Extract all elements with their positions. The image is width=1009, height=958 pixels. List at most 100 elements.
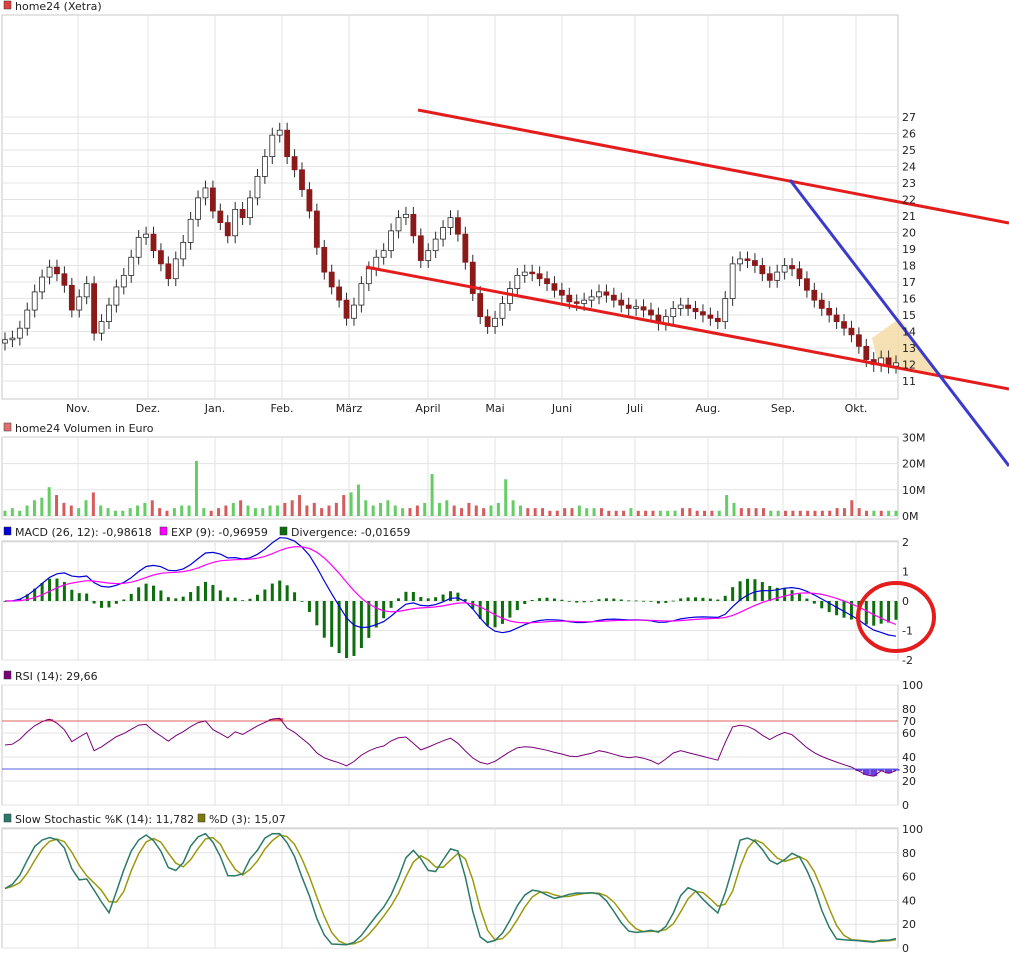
divergence-bar (523, 601, 527, 604)
stoch-tick-label: 40 (902, 894, 916, 907)
divergence-bar (40, 582, 44, 601)
month-label: April (415, 402, 440, 415)
divergence-bar (649, 601, 653, 602)
volume-bar (658, 510, 662, 516)
rsi-oversold-fill (862, 769, 870, 775)
volume-bar (577, 505, 581, 516)
volume-bar (3, 510, 7, 516)
volume-bar (349, 492, 353, 516)
candle-body (217, 210, 224, 224)
volume-bar (342, 495, 346, 516)
divergence-bar (746, 578, 749, 601)
stoch-tick-label: 100 (902, 823, 923, 836)
price-tick-label: 27 (902, 111, 916, 124)
divergence-bar (812, 601, 816, 604)
candle-body (789, 265, 795, 270)
candle-body (514, 274, 521, 289)
candle-body (610, 294, 617, 301)
volume-tick-label: 0M (902, 510, 919, 523)
volume-bar (592, 508, 596, 516)
candle-body (752, 260, 758, 266)
candle-body (462, 233, 469, 263)
volume-bar (334, 502, 338, 516)
rsi-tick-label: 40 (902, 751, 916, 764)
volume-bar (158, 508, 162, 516)
candle-body (113, 286, 120, 306)
divergence-bar (203, 581, 207, 601)
volume-bar (415, 505, 419, 516)
divergence-bar (500, 601, 504, 624)
volume-bar (673, 510, 677, 516)
divergence-bar (419, 596, 423, 601)
volume-bar (703, 510, 707, 516)
candle-body (224, 222, 231, 237)
candle-body (373, 256, 380, 270)
price-tick-label: 26 (902, 128, 916, 141)
candle-body (306, 189, 313, 212)
stoch-k-line (4, 832, 897, 946)
macd-legend: MACD (26, 12): -0,98618 (15, 526, 152, 539)
divergence-bar (270, 583, 274, 601)
volume-bar (217, 508, 221, 516)
candle-body (677, 304, 684, 309)
month-label: Dez. (136, 402, 161, 415)
candle-body (239, 208, 246, 219)
candle-body (774, 271, 781, 281)
divergence-bar (545, 597, 549, 601)
downtrend-line (788, 179, 1009, 467)
divergence-bar (345, 601, 349, 659)
candle-body (618, 299, 625, 306)
candle-body (492, 317, 498, 327)
stoch-d-legend-swatch (197, 813, 206, 823)
volume-bar (408, 508, 412, 516)
divergence-bar (211, 584, 215, 601)
rsi-oversold-fill (870, 769, 878, 777)
divergence-bar (753, 579, 757, 601)
price-tick-label: 25 (902, 144, 916, 157)
candle-body (893, 362, 899, 367)
divergence-bar (114, 601, 118, 604)
volume-bar (47, 487, 51, 516)
candle-body (744, 258, 751, 261)
volume-bar (769, 510, 773, 516)
candle-body (648, 309, 654, 316)
volume-bar (165, 510, 169, 516)
divergence-bar (486, 601, 490, 626)
candle-body (365, 268, 372, 285)
candle-body (328, 271, 335, 288)
candle-body (804, 278, 810, 291)
divergence-bar (285, 585, 289, 601)
divergence-bar (716, 599, 720, 601)
rsi-panel-frame (1, 684, 899, 806)
volume-bar (290, 500, 294, 516)
candle-body (581, 299, 588, 304)
candle-body (781, 265, 788, 273)
divergence-bar (397, 598, 401, 601)
volume-bar (695, 510, 699, 516)
volume-tick-label: 30M (902, 431, 926, 444)
candle-body (313, 210, 320, 248)
divergence-bar (567, 601, 571, 602)
price-tick-label: 19 (902, 243, 916, 256)
candle-body (625, 304, 632, 309)
candle-body (68, 284, 75, 311)
divergence-bar (48, 578, 52, 601)
axis-labels: Nov. Dez. Jan. Feb. März April Mai Juni Juli Aug.… (66, 111, 926, 955)
divergence-bar (166, 597, 170, 601)
volume-bar (379, 502, 383, 516)
divergence-bar (137, 587, 141, 601)
month-label: März (336, 402, 363, 415)
divergence-bar (77, 593, 81, 601)
volume-bar (533, 508, 537, 516)
divergence-bar (374, 601, 378, 628)
volume-bar (180, 505, 184, 516)
volume-bar (445, 500, 449, 516)
grid-layer (2, 15, 898, 949)
candle-body (336, 286, 343, 301)
volume-bar (518, 505, 522, 516)
candle-body (269, 134, 276, 157)
divergence-bar (25, 594, 29, 601)
candle-body (209, 187, 216, 212)
rsi-oversold-fill (885, 769, 893, 774)
